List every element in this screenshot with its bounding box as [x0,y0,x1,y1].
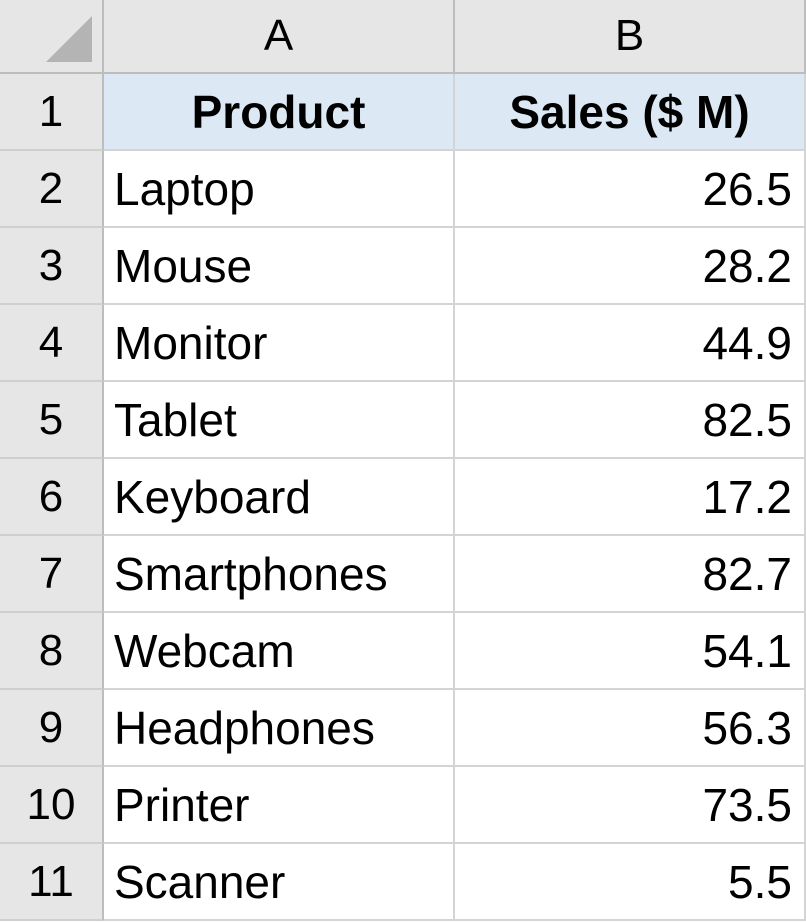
row-header-7[interactable]: 7 [0,536,104,613]
cell-a5-product[interactable]: Tablet [104,382,455,459]
cell-b2-sales[interactable]: 26.5 [455,151,806,228]
cell-a3-product[interactable]: Mouse [104,228,455,305]
cell-a2-product[interactable]: Laptop [104,151,455,228]
cell-b9-sales[interactable]: 56.3 [455,690,806,767]
row-header-5[interactable]: 5 [0,382,104,459]
cell-a8-product[interactable]: Webcam [104,613,455,690]
cell-b10-sales[interactable]: 73.5 [455,767,806,844]
cell-b11-sales[interactable]: 5.5 [455,844,806,921]
column-header-a[interactable]: A [104,0,455,74]
cell-b7-sales[interactable]: 82.7 [455,536,806,613]
cell-b5-sales[interactable]: 82.5 [455,382,806,459]
column-header-b[interactable]: B [455,0,806,74]
cell-b8-sales[interactable]: 54.1 [455,613,806,690]
select-all-corner[interactable] [0,0,104,74]
cell-a4-product[interactable]: Monitor [104,305,455,382]
cell-a11-product[interactable]: Scanner [104,844,455,921]
row-header-9[interactable]: 9 [0,690,104,767]
cell-a6-product[interactable]: Keyboard [104,459,455,536]
cell-b3-sales[interactable]: 28.2 [455,228,806,305]
row-header-8[interactable]: 8 [0,613,104,690]
cell-a9-product[interactable]: Headphones [104,690,455,767]
row-header-10[interactable]: 10 [0,767,104,844]
row-header-3[interactable]: 3 [0,228,104,305]
cell-b1-sales-header[interactable]: Sales ($ M) [455,74,806,151]
cell-b6-sales[interactable]: 17.2 [455,459,806,536]
row-header-2[interactable]: 2 [0,151,104,228]
cell-a10-product[interactable]: Printer [104,767,455,844]
cell-a1-product-header[interactable]: Product [104,74,455,151]
row-header-1[interactable]: 1 [0,74,104,151]
row-header-4[interactable]: 4 [0,305,104,382]
row-header-6[interactable]: 6 [0,459,104,536]
row-header-11[interactable]: 11 [0,844,104,921]
cell-b4-sales[interactable]: 44.9 [455,305,806,382]
cell-a7-product[interactable]: Smartphones [104,536,455,613]
select-all-triangle-icon [46,16,92,62]
